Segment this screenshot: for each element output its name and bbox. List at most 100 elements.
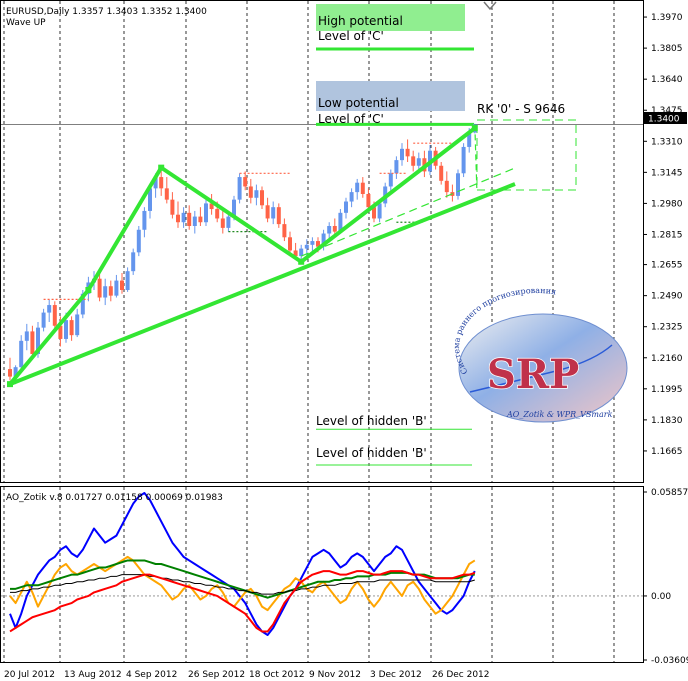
x-tick-label: 13 Aug 2012 bbox=[64, 670, 122, 680]
candle-body bbox=[405, 148, 410, 157]
candle-body bbox=[164, 188, 169, 200]
candle-body bbox=[265, 205, 270, 219]
candle-body bbox=[220, 218, 225, 228]
candle-body bbox=[299, 248, 304, 257]
x-axis: 20 Jul 2012 13 Aug 2012 4 Sep 2012 26 Sep 2… bbox=[4, 670, 490, 680]
candle-body bbox=[327, 226, 332, 234]
projection-box bbox=[476, 119, 577, 191]
x-tick-label: 3 Dec 2012 bbox=[370, 670, 422, 680]
wave-node bbox=[298, 258, 305, 265]
candle-body bbox=[366, 194, 371, 208]
ao-y-tick-label: 0.05857 bbox=[651, 488, 688, 498]
candle-body bbox=[75, 314, 80, 336]
candle-body bbox=[159, 177, 164, 189]
candle-body bbox=[30, 331, 35, 354]
ao-series-black bbox=[10, 574, 475, 595]
y-tick-label: 1.2490 bbox=[651, 292, 683, 302]
candle-body bbox=[103, 286, 108, 298]
candle-body bbox=[176, 214, 180, 223]
candle-body bbox=[198, 216, 203, 223]
ao-series-orange bbox=[9, 555, 476, 615]
y-tick-label: 1.1665 bbox=[651, 447, 683, 457]
candle-body bbox=[237, 177, 242, 200]
low-potential-label: Low potential bbox=[318, 96, 399, 110]
y-tick-label: 1.3970 bbox=[651, 13, 683, 23]
candle-body bbox=[148, 188, 152, 211]
candle-body bbox=[310, 241, 315, 245]
ao-series-red bbox=[9, 570, 476, 633]
logo-swoosh bbox=[469, 344, 613, 393]
candle-body bbox=[215, 209, 220, 219]
price-badge: 1.3400 bbox=[648, 115, 680, 125]
candle-body bbox=[411, 156, 416, 166]
logo-srp-text: SRP bbox=[487, 351, 579, 398]
candle-body bbox=[64, 320, 68, 339]
candle-body bbox=[181, 212, 186, 223]
y-tick-label: 1.3310 bbox=[651, 137, 683, 147]
candle-body bbox=[461, 146, 466, 174]
x-tick-label: 26 Dec 2012 bbox=[432, 670, 490, 680]
candle-body bbox=[293, 250, 298, 257]
chart-subtitle: Wave UP bbox=[6, 18, 46, 28]
candle-body bbox=[69, 320, 74, 336]
candle-body bbox=[439, 165, 444, 181]
wave-node bbox=[85, 287, 92, 293]
candle-body bbox=[282, 224, 287, 238]
indicator-title: AO_Zotik v.8 0.01727 0.01158 0.00069 0.0… bbox=[6, 493, 223, 503]
level-c-top-label: Level of 'C' bbox=[318, 29, 384, 43]
candle-body bbox=[276, 207, 281, 225]
candle-body bbox=[232, 199, 236, 217]
candle-body bbox=[400, 148, 404, 161]
y-tick-label: 1.2325 bbox=[651, 323, 683, 333]
y-tick-label: 1.1995 bbox=[651, 385, 683, 395]
candle-body bbox=[120, 280, 124, 290]
candle-body bbox=[360, 182, 365, 194]
candle-body bbox=[36, 327, 40, 354]
candle-body bbox=[248, 186, 253, 198]
y-tick-label: 1.3145 bbox=[651, 168, 683, 178]
wave-node bbox=[158, 164, 165, 171]
high-potential-zone bbox=[316, 4, 465, 31]
candle-body bbox=[131, 252, 136, 272]
candle-body bbox=[416, 158, 421, 166]
candles bbox=[8, 123, 477, 385]
candle-body bbox=[47, 305, 52, 313]
hidden-b-label-2: Level of hidden 'B' bbox=[316, 446, 427, 460]
candle-body bbox=[226, 216, 231, 228]
candle-body bbox=[349, 192, 354, 202]
candle-body bbox=[153, 177, 158, 189]
candle-body bbox=[24, 331, 29, 341]
candle-body bbox=[467, 131, 472, 147]
candle-body bbox=[254, 190, 259, 198]
high-potential-label: High potential bbox=[318, 14, 403, 28]
y-tick-label: 1.1830 bbox=[651, 416, 683, 426]
x-tick-label: 9 Nov 2012 bbox=[309, 670, 361, 680]
candle-body bbox=[372, 207, 376, 219]
chevron-down-icon bbox=[483, 1, 497, 11]
x-tick-label: 18 Oct 2012 bbox=[249, 670, 305, 680]
candle-body bbox=[355, 182, 360, 193]
price-badge-bg bbox=[644, 112, 687, 124]
y-axis: 1.3970 1.3805 1.3640 1.3475 1.3310 1.3145 1.29… bbox=[643, 13, 688, 666]
candle-body bbox=[58, 325, 63, 339]
hidden-b-label-1: Level of hidden 'B' bbox=[316, 414, 427, 428]
y-tick-label: 1.3475 bbox=[651, 106, 683, 116]
candle-body bbox=[41, 312, 46, 328]
ao-y-tick-label: -0.03609 bbox=[651, 656, 688, 666]
candle-body bbox=[304, 244, 309, 249]
candle-body bbox=[136, 229, 141, 253]
candle-body bbox=[187, 212, 192, 226]
candle-body bbox=[142, 210, 147, 230]
candle-body bbox=[114, 280, 119, 296]
candle-body bbox=[243, 177, 248, 187]
candle-body bbox=[192, 216, 197, 226]
candle-body bbox=[377, 203, 382, 219]
logo-caption: AO_Zotik & WPR_VSmark bbox=[506, 410, 613, 419]
trend-line bbox=[9, 182, 516, 386]
wave-overlays bbox=[7, 124, 516, 388]
candle-body bbox=[388, 173, 393, 187]
candle-body bbox=[125, 271, 130, 290]
ao-series-green bbox=[10, 559, 475, 599]
candle-body bbox=[444, 180, 449, 193]
